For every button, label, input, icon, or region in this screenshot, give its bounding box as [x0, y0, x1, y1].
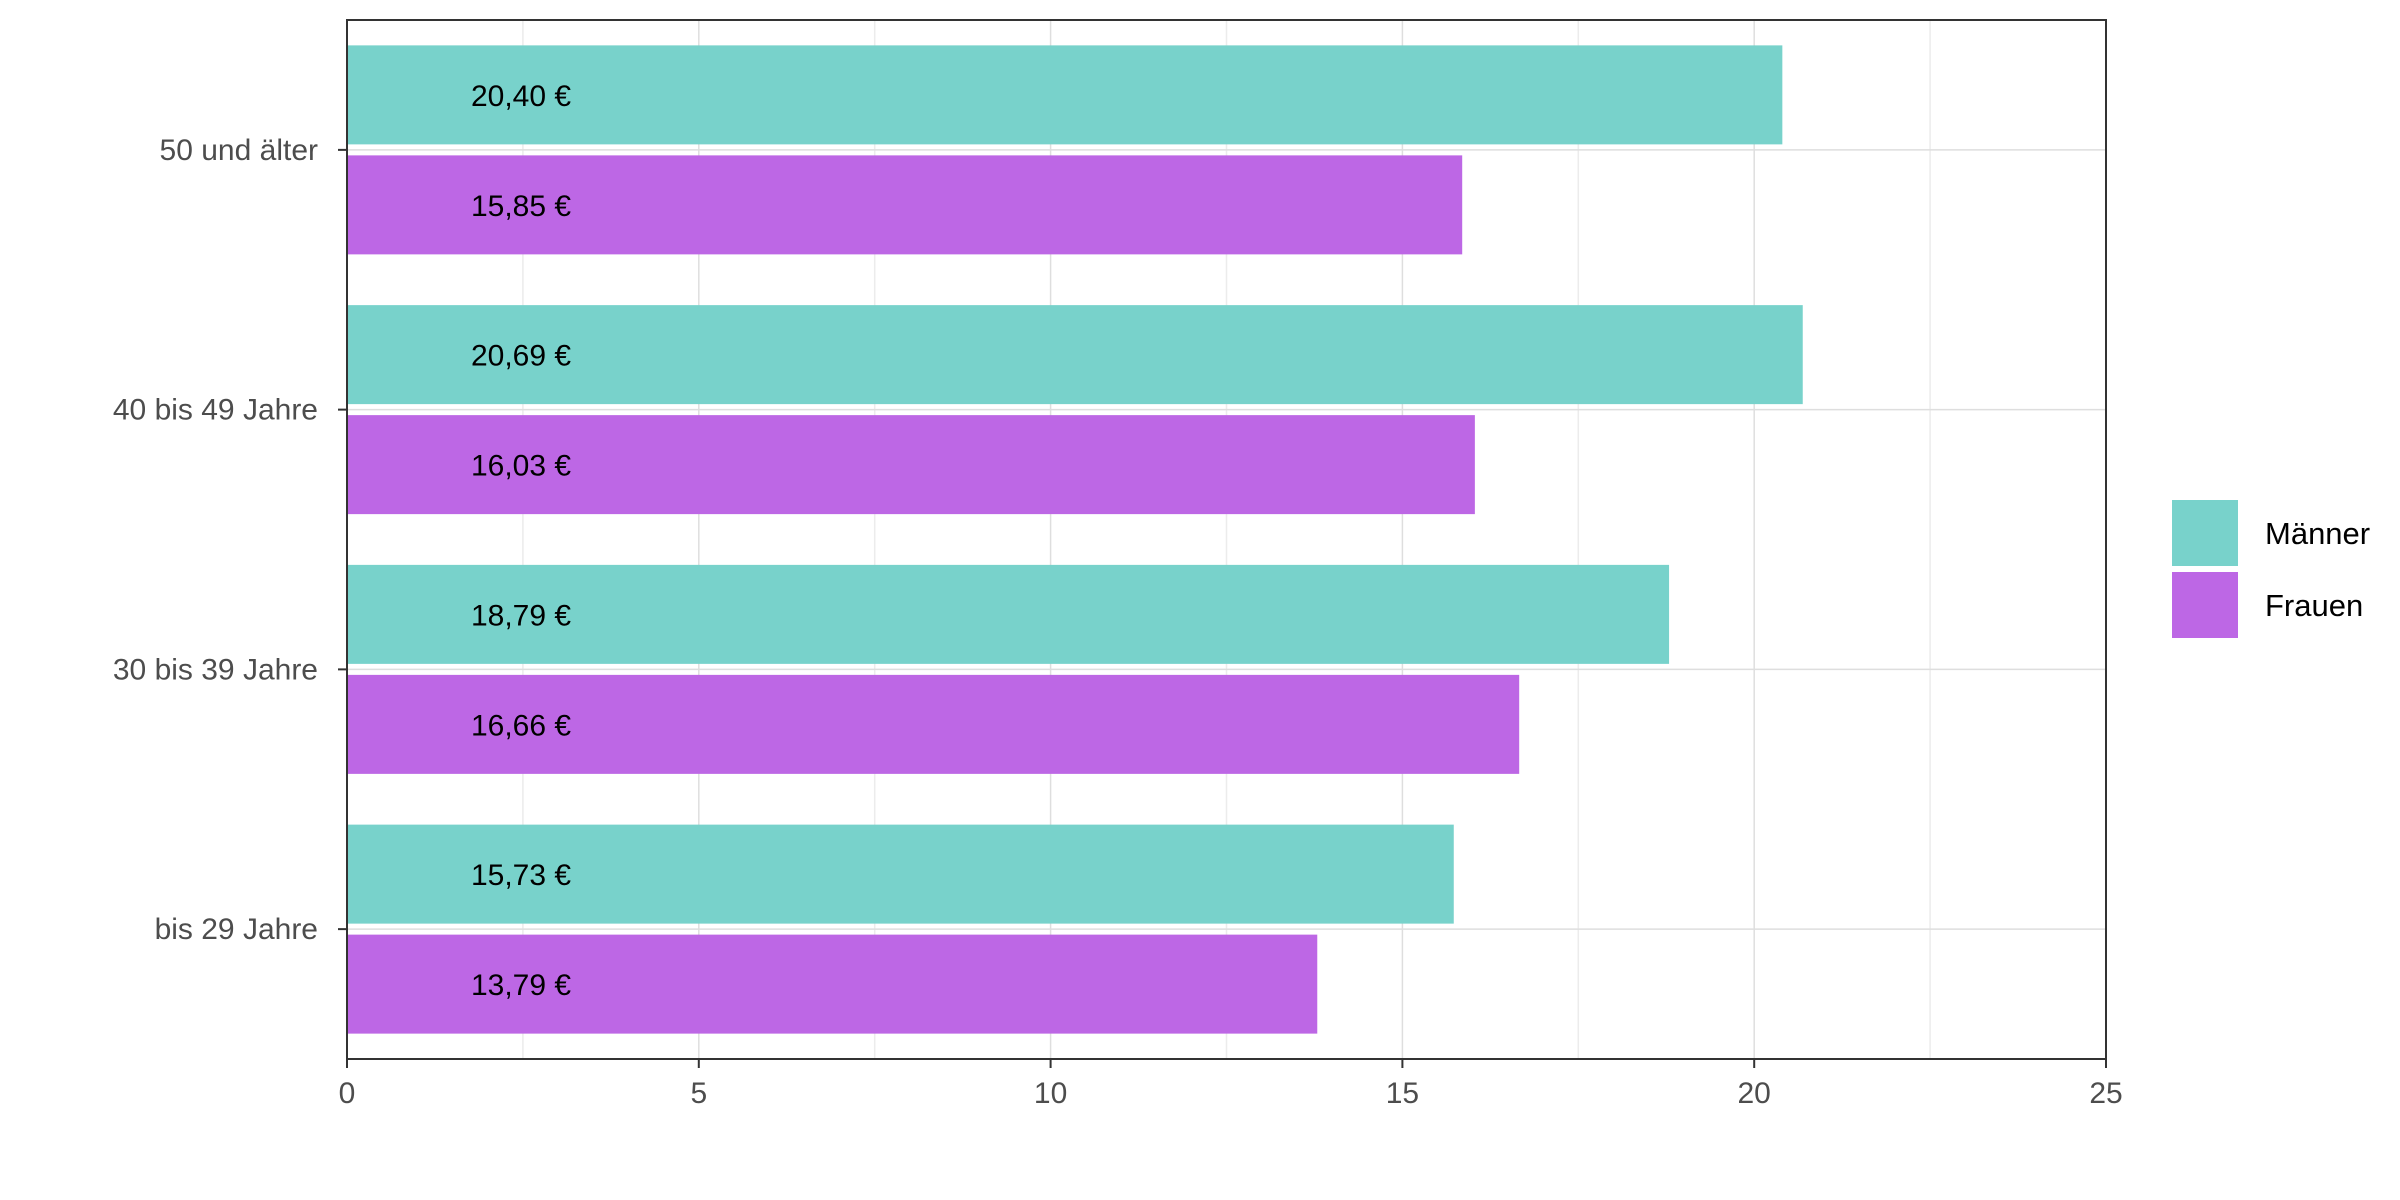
x-tick-label: 20	[1738, 1077, 1771, 1110]
bar-maenner	[347, 45, 1783, 145]
data-label: 16,03 €	[471, 450, 571, 483]
legend-key-maenner	[2172, 500, 2238, 566]
y-axis: 50 und älter 40 bis 49 Jahre 30 bis 39 Jah…	[113, 134, 347, 946]
data-labels-layer: 20,40 € 20,69 € 18,79 € 15,73 € 15,85 € 16,03…	[471, 80, 571, 1002]
x-tick-label: 5	[690, 1077, 707, 1110]
plot-panel-border	[346, 19, 2107, 1060]
y-tick-label: bis 29 Jahre	[155, 913, 318, 946]
bar-frauen	[347, 415, 1475, 515]
x-axis: 0 5 10 15 20 25	[339, 19, 2123, 1110]
y-tick-label: 40 bis 49 Jahre	[113, 394, 318, 427]
x-tick-label: 10	[1034, 1077, 1067, 1110]
legend-label: Frauen	[2265, 588, 2363, 623]
y-tick-label: 30 bis 39 Jahre	[113, 653, 318, 686]
bar-frauen	[347, 155, 1463, 255]
data-label: 18,79 €	[471, 599, 571, 632]
bar-frauen	[347, 674, 1520, 774]
legend: Männer Frauen	[2172, 500, 2370, 638]
bar-maenner	[347, 564, 1670, 664]
data-label: 13,79 €	[471, 969, 571, 1002]
y-tick-label: 50 und älter	[160, 134, 318, 167]
x-tick-label: 15	[1386, 1077, 1419, 1110]
legend-label: Männer	[2265, 516, 2370, 551]
data-label: 20,40 €	[471, 80, 571, 113]
bar-maenner	[347, 824, 1454, 924]
x-tick-label: 0	[339, 1077, 356, 1110]
data-label: 15,73 €	[471, 859, 571, 892]
bar-frauen	[347, 934, 1318, 1034]
data-label: 20,69 €	[471, 340, 571, 373]
bars-layer	[347, 45, 1803, 1034]
legend-key-frauen	[2172, 572, 2238, 638]
data-label: 16,66 €	[471, 709, 571, 742]
x-tick-label: 25	[2089, 1077, 2122, 1110]
bar-maenner	[347, 305, 1803, 405]
data-label: 15,85 €	[471, 190, 571, 223]
